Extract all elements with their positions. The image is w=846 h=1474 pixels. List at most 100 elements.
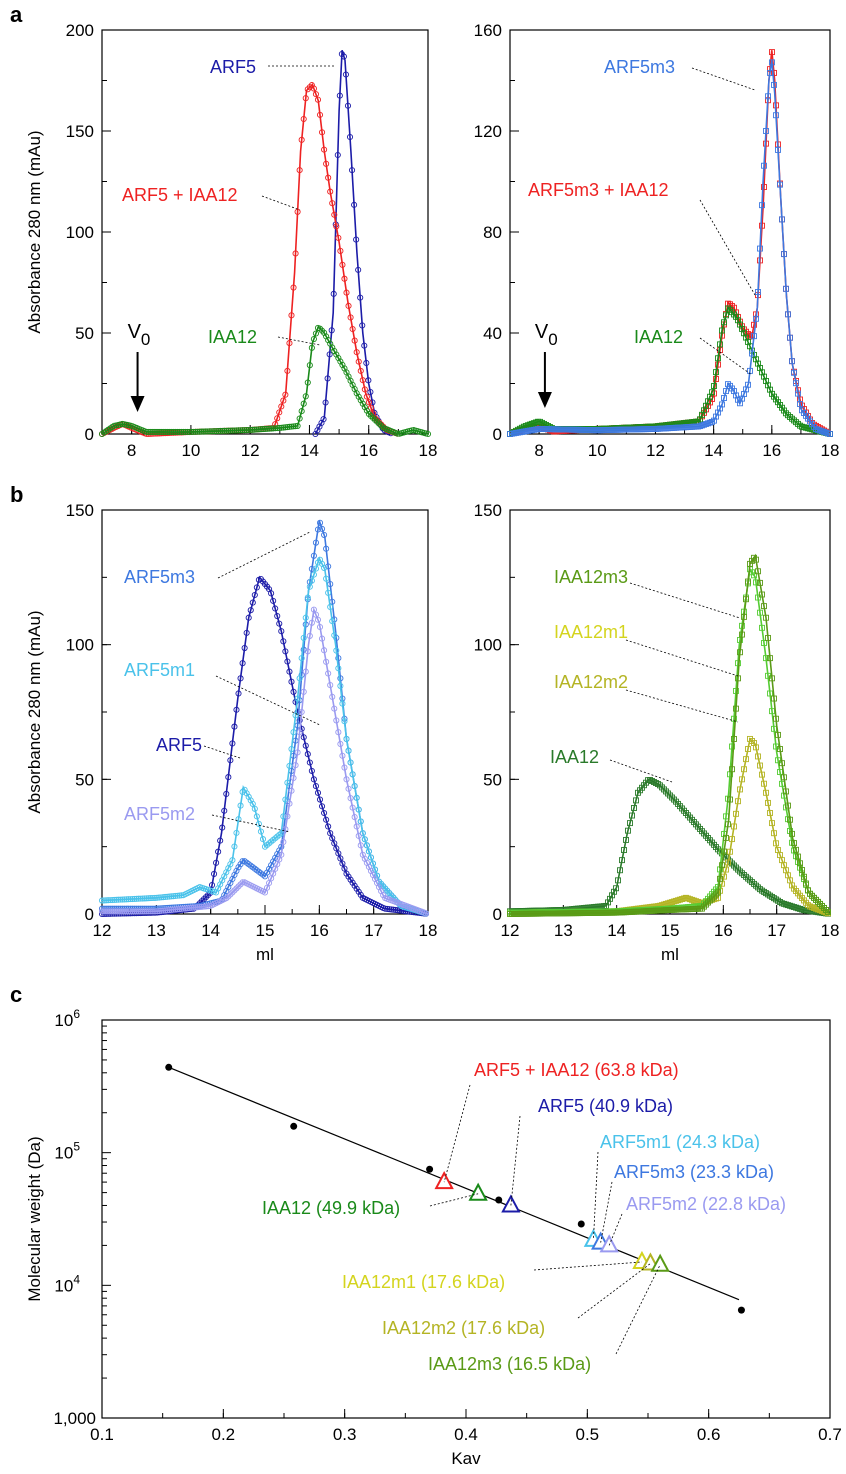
data-point [345,785,352,792]
y-tick-label: 0 [493,905,502,924]
y-axis-label: Molecular weight (Da) [25,1136,44,1301]
data-point [321,146,328,153]
data-point [335,234,342,241]
data-point [235,816,242,823]
data-point [346,133,354,141]
data-point [141,908,148,915]
data-point [719,862,725,869]
data-point [243,629,250,636]
data-point [325,563,332,570]
x-tick-label: 14 [607,921,626,940]
data-point [330,290,337,297]
data-point [335,665,342,672]
data-point [747,877,753,884]
data-point [125,896,132,903]
data-point [735,798,741,805]
data-point [280,424,287,431]
data-point [333,223,340,230]
data-point [217,837,224,844]
data-point [357,891,364,898]
data-point [327,682,334,689]
data-point [763,789,769,796]
curve-label: IAA12 [634,327,683,347]
data-point [825,430,831,437]
data-point [787,902,793,909]
data-point [743,334,749,341]
sample-triangle [434,1170,454,1190]
data-point [182,428,189,436]
plot-frames [101,29,831,1419]
data-point [323,575,330,582]
x-axis-label: Kav [451,1449,481,1468]
data-point [231,427,238,434]
data-point [155,907,163,915]
data-point [667,792,673,799]
data-point [239,858,246,865]
data-point [314,96,322,103]
data-point [671,898,677,905]
data-point [697,899,703,906]
data-point [795,853,801,860]
data-point [721,848,727,855]
y-tick-label: 100 [66,223,94,242]
data-point [282,826,289,833]
data-point [733,810,739,817]
curve-label: IAA12m3 [554,567,628,587]
data-point [341,718,348,725]
data-point [737,649,743,656]
data-point [789,903,795,910]
data-point [725,305,731,312]
data-point [231,723,238,730]
data-point [727,848,733,855]
data-point [172,906,179,913]
data-point [793,846,799,853]
data-point [318,525,326,532]
data-point [282,796,289,803]
data-point [153,428,161,436]
data-point [351,813,358,821]
data-point [310,606,317,613]
data-point [211,870,218,877]
data-point [321,531,328,538]
data-point [325,670,332,677]
data-point [255,426,262,433]
data-point [334,151,341,159]
data-point [795,905,801,912]
data-point [135,895,142,902]
data-point [789,882,795,889]
data-point [739,631,745,638]
data-point [119,896,126,903]
data-point [355,832,362,839]
data-point [160,894,167,901]
data-point [621,847,627,853]
data-point [663,788,669,795]
data-point [745,875,751,882]
data-point [367,412,375,419]
data-point [323,816,330,823]
data-point [284,424,291,431]
data-point [337,855,344,862]
y-tick-label: 104 [54,1272,80,1295]
sample-label: ARF5m2 (22.8 kDa) [626,1194,786,1214]
data-point [811,894,817,901]
data-point [785,311,791,318]
data-point [751,572,757,579]
v0-label: V0 [535,321,558,349]
data-point [160,428,167,436]
data-point [603,902,609,909]
data-point [659,784,665,791]
data-point [723,388,729,395]
data-point [133,895,140,902]
data-point [294,695,301,702]
data-point [213,428,220,435]
data-point [335,655,342,662]
leader-line [215,675,321,726]
data-point [367,854,375,861]
data-point [761,640,767,646]
data-point [749,879,755,886]
data-point [322,399,329,406]
data-point [353,236,360,243]
data-point [369,414,377,421]
data-point [211,428,218,435]
data-point [270,597,277,604]
